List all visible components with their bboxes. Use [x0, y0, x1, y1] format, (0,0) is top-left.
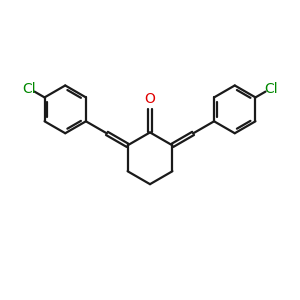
Text: Cl: Cl — [22, 82, 36, 96]
Text: Cl: Cl — [264, 82, 278, 96]
Text: O: O — [145, 92, 155, 106]
